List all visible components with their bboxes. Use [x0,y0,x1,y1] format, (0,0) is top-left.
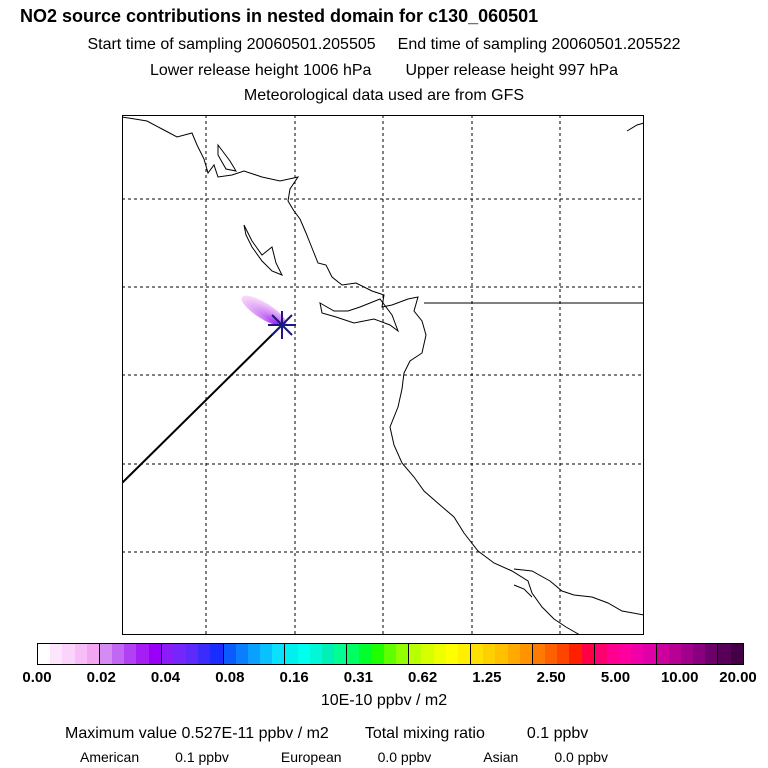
color-scale-cell [668,644,681,664]
color-scale-cell [631,644,644,664]
color-scale-cell [483,644,496,664]
region-value: 0.0 ppbv [377,749,432,765]
color-scale-ticks: 0.00 0.02 0.04 0.08 0.16 0.31 0.62 1.25 2.50 5.00… [0,669,768,689]
map-canvas [122,115,644,635]
color-scale-cell [421,644,434,664]
summary-line: Maximum value 0.527E-11 ppbv / m2 Total m… [65,725,588,743]
color-scale-cell [680,644,694,664]
region-name: Asian [483,749,519,765]
regional-contributions: American 0.1 ppbv European 0.0 ppbv Asian 0.0… [80,749,608,765]
color-scale-cell [545,644,558,664]
color-scale-cell [321,644,335,664]
color-scale-cell [471,644,484,664]
color-scale-cell [112,644,125,664]
color-scale-cell [693,644,706,664]
color-scale-cell [86,644,100,664]
color-scale-cell [124,644,137,664]
total-mixing-value: 0.1 ppbv [526,725,589,742]
color-scale-cell [285,644,298,664]
region-value: 0.0 ppbv [554,749,609,765]
color-scale-cell [532,644,546,664]
color-scale-tick-label: 0.02 [86,669,116,686]
region-name: European [280,749,342,765]
color-scale-cell [383,644,396,664]
color-scale-cell [371,644,384,664]
color-scale-cell [186,644,199,664]
color-scale-cell [136,644,149,664]
total-mixing-label: Total mixing ratio [364,725,485,742]
map-panel[interactable] [122,115,644,635]
color-scale-cell [705,644,719,664]
lower-release-height: Lower release height 1006 hPa [149,62,372,79]
color-scale-cell [643,644,657,664]
map-frame [122,115,644,635]
color-scale-cell [457,644,472,664]
upper-release-height: Upper release height 997 hPa [405,62,619,79]
release-heights: Lower release height 1006 hPa Upper relea… [0,62,768,80]
color-scale-cell [495,644,508,664]
color-scale-cell [198,644,211,664]
color-scale-cell [62,644,75,664]
color-scale-cell [99,644,113,664]
color-scale-cell [581,644,595,664]
region-value: 0.1 ppbv [175,749,229,765]
color-scale-cell [223,644,236,664]
color-scale-bar [37,643,744,665]
color-scale-cell [260,644,273,664]
color-scale-tick-label: 0.62 [408,669,438,686]
color-scale-cell [272,644,286,664]
color-scale-tick-label: 0.08 [215,669,245,686]
color-scale-tick-label: 0.31 [343,669,373,686]
color-scale-cell [74,644,87,664]
color-scale-tick-label: 20.00 [719,669,757,686]
color-scale-cell [557,644,570,664]
color-scale-cell [569,644,582,664]
color-scale-cell [235,644,248,664]
color-scale-tick-label: 0.00 [22,669,52,686]
color-scale-tick-label: 0.16 [279,669,309,686]
color-scale-tick-label: 10.00 [660,669,699,686]
color-scale-cell [247,644,261,664]
color-scale-cell [730,644,743,664]
release-site-marker [268,311,296,339]
color-scale-cell [173,644,187,664]
color-scale-cell [507,644,520,664]
end-time: End time of sampling 20060501.205522 [397,36,681,53]
met-data-source: Meteorological data used are from GFS [243,87,525,104]
color-scale-cell [334,644,348,664]
color-scale-cell [619,644,632,664]
map-title: NO2 source contributions in nested domai… [20,6,539,26]
color-scale-cell [718,644,731,664]
sampling-times: Start time of sampling 20060501.205505 En… [0,36,768,54]
graticule [122,115,644,635]
color-scale-cell [161,644,174,664]
color-scale-tick-label: 5.00 [600,669,631,686]
region-name: American [80,749,140,765]
color-scale-cell [359,644,372,664]
color-scale-cell [210,644,224,664]
color-scale-cell [297,644,310,664]
color-scale-cell [409,644,422,664]
color-scale-cell [38,644,51,664]
color-scale-cell [148,644,162,664]
color-scale-tick-label: 1.25 [472,669,502,686]
trajectory-line [122,324,283,484]
color-scale-tick-label: 0.04 [150,669,181,686]
color-scale-cell [347,644,360,664]
color-scale-cell [594,644,607,664]
color-scale-cell [309,644,322,664]
color-scale-units: 10E-10 ppbv / m2 [320,692,448,709]
color-scale-cell [656,644,669,664]
color-scale-cell [606,644,620,664]
color-scale-cell [50,644,63,664]
color-scale-cell [433,644,446,664]
start-time: Start time of sampling 20060501.205505 [87,36,376,53]
coastline [122,116,644,635]
color-scale-cell [395,644,410,664]
color-scale-cell [519,644,533,664]
color-scale-tick-label: 2.50 [536,669,566,686]
color-scale-cell [445,644,458,664]
max-value: Maximum value 0.527E-11 ppbv / m2 [65,725,329,742]
